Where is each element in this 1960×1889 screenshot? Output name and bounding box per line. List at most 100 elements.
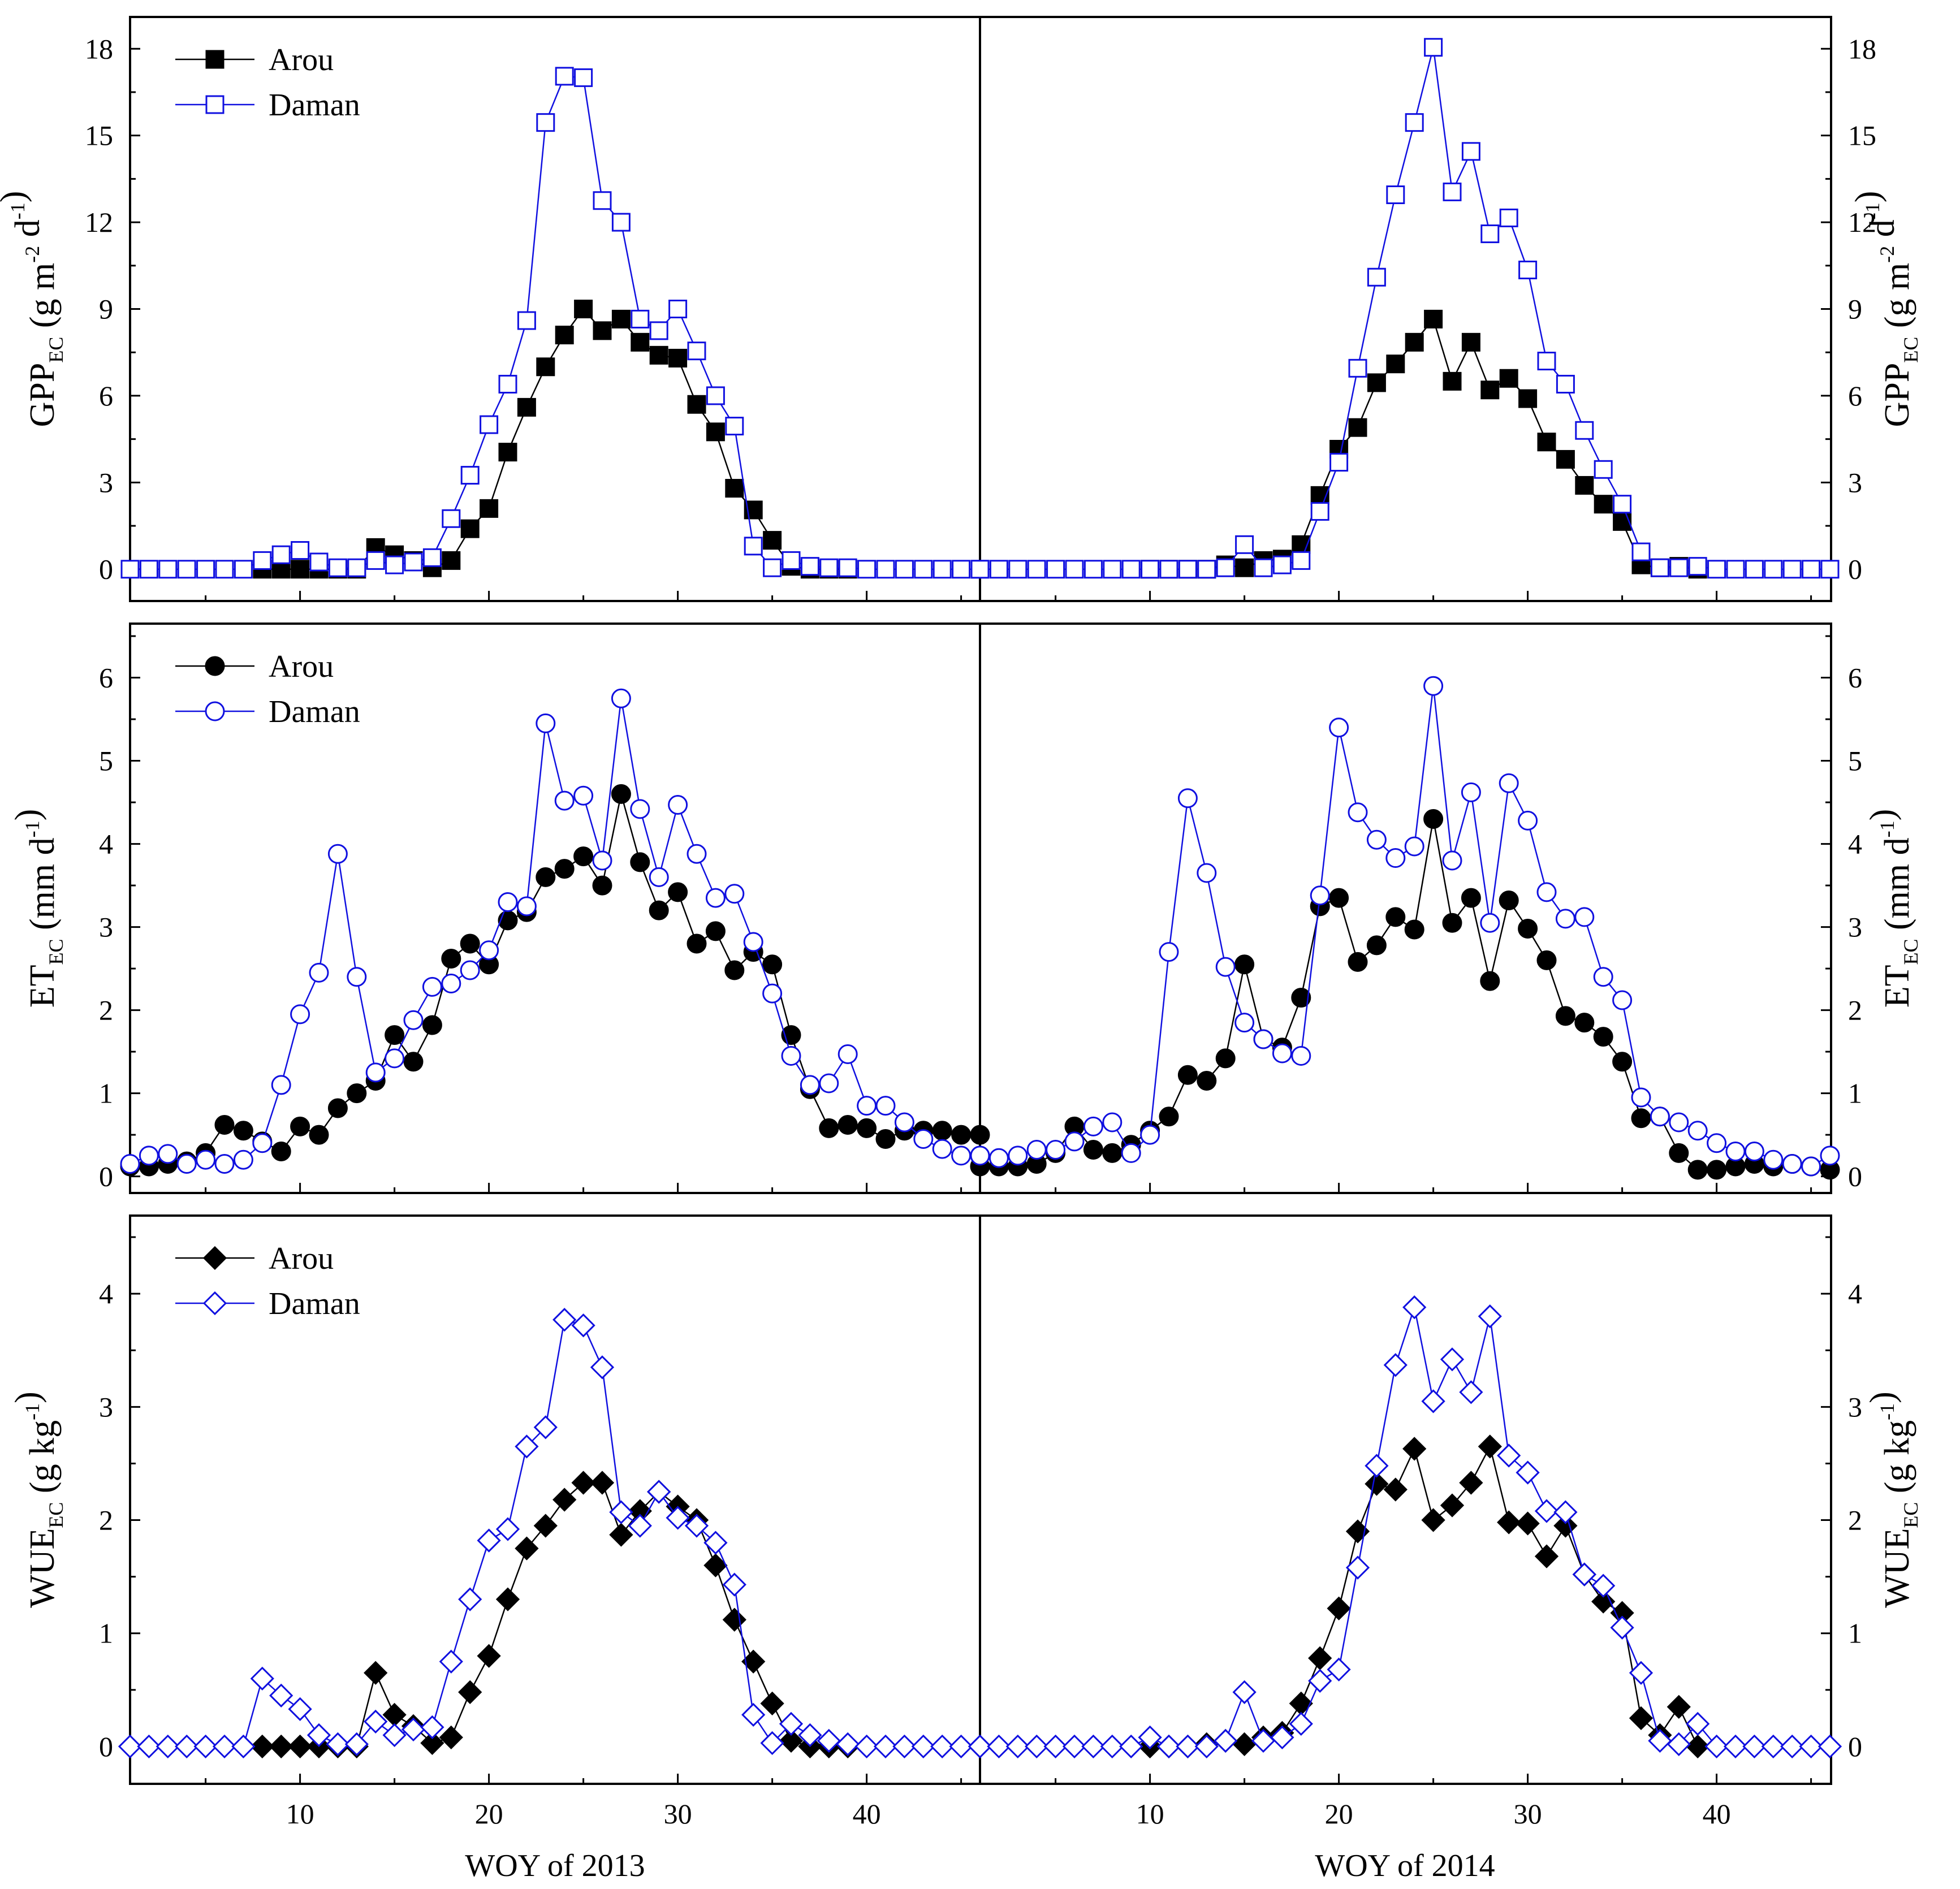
data-point <box>536 713 556 733</box>
data-point <box>193 1734 218 1759</box>
data-point <box>593 191 612 210</box>
data-point <box>703 1531 728 1555</box>
data-point <box>1763 1149 1784 1170</box>
data-point <box>1327 1657 1351 1681</box>
data-point <box>442 551 461 570</box>
year-2014 <box>970 676 1840 1193</box>
data-point <box>1083 1140 1103 1160</box>
data-point <box>1402 1295 1427 1320</box>
data-point <box>1385 848 1406 868</box>
data-point <box>158 560 178 579</box>
data-point <box>139 560 158 579</box>
x-tick-label: 10 <box>1136 1798 1164 1830</box>
data-point <box>932 560 952 579</box>
data-point <box>1516 1460 1540 1485</box>
data-point <box>1026 1140 1047 1160</box>
x-tick-label: 30 <box>664 1798 692 1830</box>
data-point <box>306 1723 331 1748</box>
data-point <box>875 1096 896 1116</box>
data-point <box>743 932 763 952</box>
data-point <box>1478 1304 1502 1329</box>
y-axis-label-right: ETEC (mm d-1) <box>1863 809 1922 1008</box>
data-point <box>722 1607 746 1632</box>
data-point <box>460 466 480 485</box>
data-point <box>819 1073 839 1093</box>
data-point <box>1669 1112 1689 1132</box>
legend-label: Daman <box>269 88 360 123</box>
data-point <box>536 357 555 377</box>
data-point <box>1365 1472 1389 1496</box>
legend-entry-daman: Daman <box>175 694 360 729</box>
data-point <box>1292 551 1311 570</box>
data-point <box>1536 950 1557 970</box>
data-point <box>1480 381 1500 400</box>
data-point <box>1348 358 1367 378</box>
data-point <box>611 309 631 328</box>
data-point <box>1234 1013 1255 1033</box>
y-tick-label-right: 0 <box>1848 1731 1862 1762</box>
y-tick-label-right: 6 <box>1848 380 1862 412</box>
data-point <box>1687 1121 1708 1141</box>
series-line <box>979 686 1831 1168</box>
x-tick-label: 20 <box>475 1798 503 1830</box>
data-point <box>968 1734 992 1759</box>
data-point <box>517 311 536 330</box>
data-point <box>1518 389 1538 408</box>
legend-label: Arou <box>269 1241 334 1276</box>
data-point <box>347 558 366 577</box>
data-point <box>495 1517 520 1541</box>
data-point <box>291 560 310 579</box>
data-point <box>1723 1734 1748 1759</box>
data-point <box>952 560 971 579</box>
data-point <box>382 1702 407 1727</box>
data-point <box>1440 1493 1465 1518</box>
data-point <box>1574 907 1595 927</box>
data-point <box>1574 1013 1595 1033</box>
data-point <box>1480 224 1500 244</box>
data-point <box>1443 371 1462 391</box>
series-line <box>980 1304 1830 1748</box>
data-point <box>498 443 517 462</box>
data-point <box>552 1488 577 1512</box>
y-tick-label-left: 6 <box>99 662 113 694</box>
data-point <box>1062 1734 1087 1759</box>
data-point <box>1497 1443 1521 1468</box>
data-point <box>347 967 367 987</box>
data-point <box>1119 1734 1143 1759</box>
data-point <box>631 332 650 352</box>
data-point <box>290 1116 310 1136</box>
data-point <box>1121 1143 1141 1163</box>
data-point <box>649 345 668 365</box>
data-point <box>1404 919 1424 940</box>
data-point <box>1310 885 1330 906</box>
data-point <box>1383 1477 1408 1502</box>
data-point <box>1215 957 1236 977</box>
series-line <box>1150 1444 1699 1748</box>
data-point <box>1594 495 1613 514</box>
data-point <box>1686 1734 1710 1759</box>
data-point <box>573 785 594 806</box>
data-point <box>1270 1725 1294 1750</box>
data-point <box>724 960 745 980</box>
data-point <box>291 541 310 560</box>
legend-marker <box>205 95 225 114</box>
data-point <box>1329 453 1349 472</box>
legend-marker <box>205 701 225 721</box>
data-point <box>1310 502 1329 521</box>
data-point <box>385 555 404 574</box>
data-point <box>366 551 385 570</box>
data-point <box>873 1734 898 1759</box>
data-point <box>1423 676 1444 696</box>
series-daman <box>970 38 1840 579</box>
data-point <box>139 1145 159 1166</box>
data-point <box>724 884 745 904</box>
data-point <box>1366 935 1387 956</box>
data-point <box>364 1709 388 1734</box>
data-point <box>668 300 688 318</box>
data-point <box>1518 260 1538 279</box>
data-point <box>1629 1661 1654 1685</box>
data-point <box>1440 1347 1465 1372</box>
data-point <box>460 519 480 538</box>
x-tick-label: 30 <box>1514 1798 1542 1830</box>
data-point <box>668 882 688 902</box>
